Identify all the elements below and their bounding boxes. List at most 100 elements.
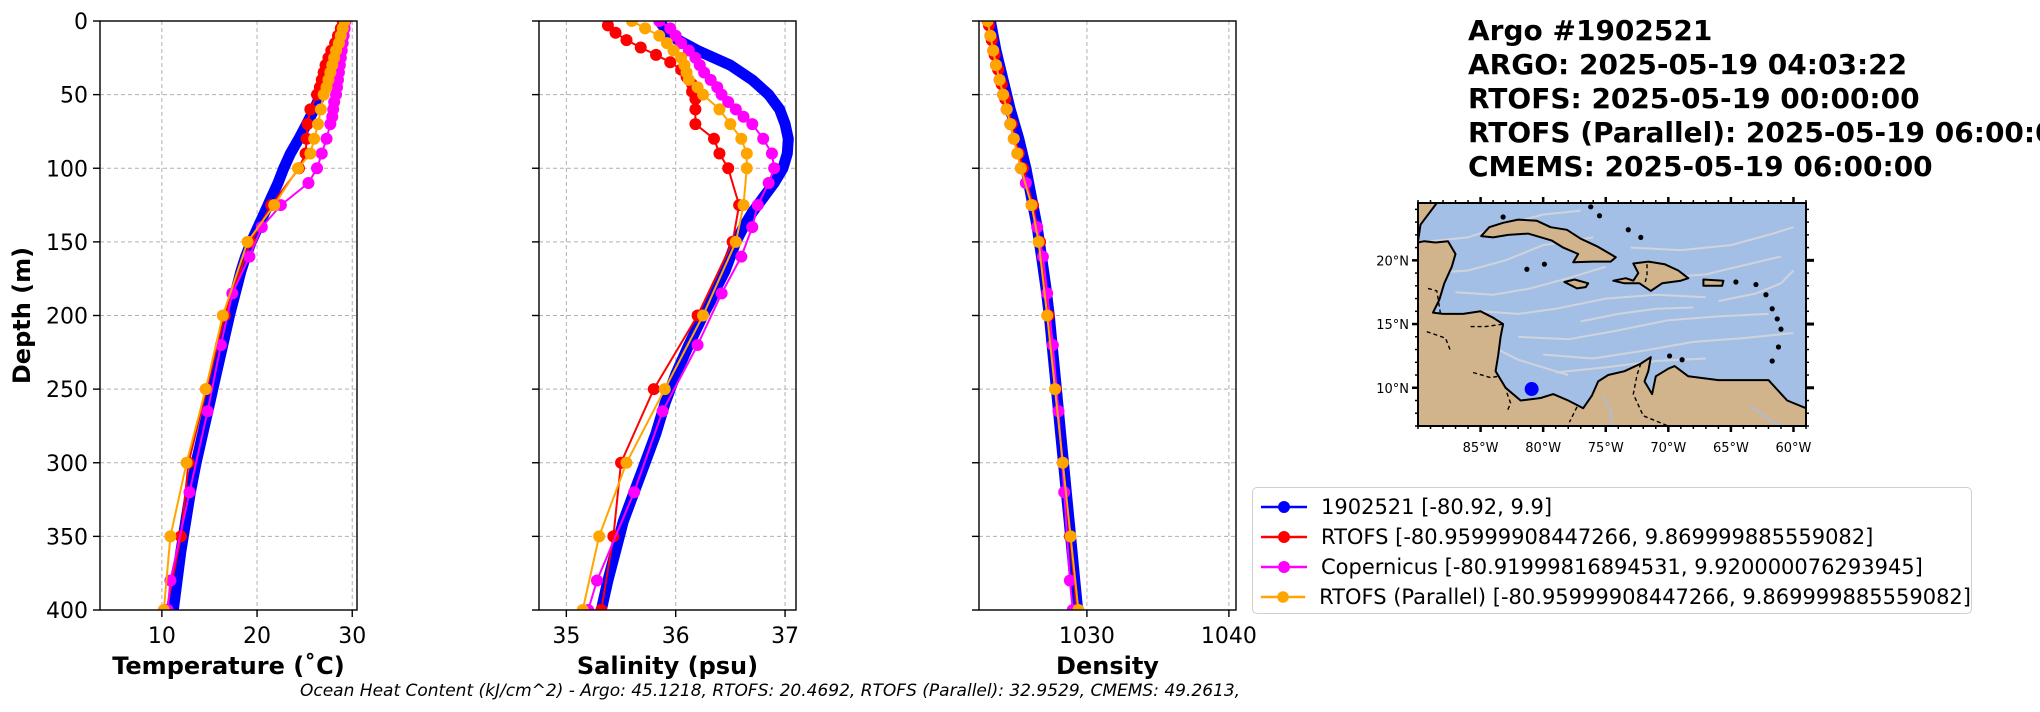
country-border [1643,264,1648,285]
data-point-copernicus [653,21,666,27]
data-point-rtofs-parallel [737,199,750,212]
data-point-copernicus [746,221,759,234]
streamline [1718,269,1795,303]
map-x-tick-label: 85°W [1463,441,1499,456]
island [1679,357,1685,363]
island [1666,353,1673,359]
x-tick-label: 30 [338,624,366,649]
y-tick-label: 250 [46,378,88,403]
data-point-rtofs [620,34,633,47]
ocean-heat-content-footer: Ocean Heat Content (kJ/cm^2) - Argo: 45.… [300,681,1241,701]
streamline [1480,293,1706,315]
country-border [1632,363,1669,426]
x-axis-label: Density [1056,652,1159,680]
data-point-rtofs [595,604,608,610]
data-point-rtofs-parallel [1025,199,1038,212]
data-point-rtofs-parallel [740,162,753,175]
legend-swatch-copernicus [1261,561,1307,573]
data-point-rtofs [601,21,614,32]
series-group [157,21,352,610]
streamline [1580,306,1694,323]
data-point-rtofs-parallel [697,309,710,322]
data-point-copernicus [183,486,196,499]
data-point-rtofs-parallel [997,88,1010,101]
legend-entry-argo: 1902521 [-80.92, 9.9] [1259,492,1971,522]
x-tick-label: 10 [148,624,176,649]
data-point-rtofs [689,118,702,131]
legend-entry-rtofs-parallel: RTOFS (Parallel) [-80.95999908447266, 9.… [1259,582,1971,612]
island [1541,261,1548,267]
data-point-rtofs-parallel [1056,456,1069,469]
data-point-rtofs-parallel [724,118,737,131]
data-point-copernicus [762,176,775,189]
streamline [1455,265,1606,296]
map-x-tick-label: 75°W [1588,441,1624,456]
island [1769,358,1775,364]
data-point-rtofs-parallel [682,73,695,86]
data-point-copernicus [656,405,669,418]
map-y-tick-label: 20°N [1376,254,1409,269]
central-america-land [1418,240,1806,426]
data-point-rtofs [609,26,622,39]
data-point-copernicus [320,132,333,145]
data-point-copernicus [737,110,750,123]
streamline [1630,226,1794,252]
data-point-copernicus [715,287,728,300]
data-point-rtofs-parallel [1072,604,1085,610]
y-tick-label: 200 [46,305,88,330]
title-line-argo-id: Argo #1902521 [1468,14,1713,47]
river [1602,396,1613,426]
data-point-rtofs-parallel [697,88,710,101]
x-tick-label: 1040 [1201,624,1257,649]
title-line-rtofs-time: RTOFS: 2025-05-19 00:00:00 [1468,82,1920,115]
map-x-tick-label: 70°W [1650,441,1686,456]
legend-swatch-rtofs-parallel [1260,591,1306,603]
data-point-rtofs-parallel [593,530,606,543]
island [1625,227,1631,233]
data-point-rtofs-parallel [625,21,638,27]
island [1769,306,1775,312]
puerto-rico-land [1702,278,1725,287]
y-tick-label: 300 [46,452,88,477]
data-point-rtofs-parallel [639,22,652,35]
data-point-copernicus [691,338,704,351]
country-border [1472,371,1499,379]
island [1775,344,1782,350]
y-tick-label: 50 [60,84,88,109]
data-point-copernicus [675,37,688,50]
data-point-rtofs [707,132,720,145]
island [1733,279,1739,285]
data-point-copernicus [315,147,328,160]
data-point-copernicus [628,486,641,499]
data-point-rtofs-parallel [216,309,229,322]
data-point-copernicus [1041,287,1054,300]
data-point-rtofs [301,118,314,131]
data-point-rtofs [650,48,663,61]
data-point-rtofs-parallel [713,103,726,116]
y-tick-label: 400 [46,599,88,624]
legend: 1902521 [-80.92, 9.9] RTOFS [-80.9599990… [1252,487,1972,614]
data-point-rtofs-parallel [304,147,317,160]
data-point-copernicus [765,147,778,160]
data-point-copernicus [729,103,742,116]
map-x-tick-label: 80°W [1525,441,1561,456]
data-point-rtofs-parallel [1014,162,1027,175]
island [1500,214,1506,220]
temperature-panel: 10 20 30050100150200250300350400Temperatur… [8,10,366,680]
data-point-rtofs-parallel [981,21,994,27]
data-point-copernicus [324,118,337,131]
title-line-cmems-time: CMEMS: 2025-05-19 06:00:00 [1468,150,1933,183]
x-axis-label: Temperature (˚C) [112,652,345,680]
data-point-rtofs-parallel [157,604,170,610]
data-point-rtofs-parallel [1000,103,1013,116]
data-point-copernicus [735,250,748,263]
x-tick-label: 35 [552,624,580,649]
data-point-rtofs-parallel [311,118,324,131]
data-point-rtofs-parallel [653,29,666,42]
data-point-rtofs-parallel [241,235,254,248]
data-point-rtofs-parallel [308,132,321,145]
data-point-rtofs-parallel [268,199,281,212]
data-point-rtofs [664,56,677,69]
cuba-land [1480,218,1617,264]
data-point-rtofs-parallel [984,29,997,42]
